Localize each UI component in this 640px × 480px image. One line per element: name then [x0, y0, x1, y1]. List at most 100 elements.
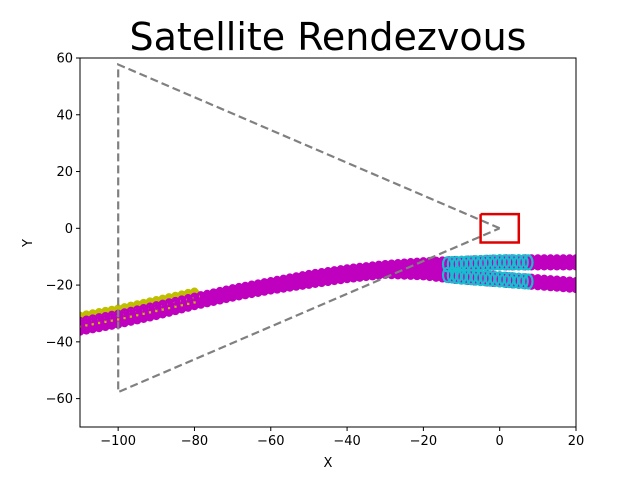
axis-ticks: −100 −80 −60 −40 −20 0 20 −60 −40 −20 0 20 40 60 [46, 52, 585, 450]
chaser-marker-1 [348, 263, 359, 280]
chaser-marker-1 [240, 281, 251, 298]
chaser-marker-1 [201, 289, 213, 306]
chaser-marker-cyan [461, 268, 472, 286]
chaser-marker-cyan [456, 255, 467, 272]
chaser-marker-cyan [465, 269, 477, 286]
chaser-marker-1 [335, 265, 347, 282]
x-tick-label: −80 [181, 434, 208, 449]
chaser-marker-cyan [503, 272, 515, 289]
chaser-marker-1 [341, 264, 353, 281]
chaser-marker-cyan [475, 269, 486, 287]
chaser-marker-cyan [503, 254, 515, 271]
chaser-marker-1 [297, 271, 308, 288]
y-tick-label: −40 [46, 335, 73, 350]
chaser-marker-cyan [456, 268, 467, 285]
chaser-marker-cyan [523, 254, 534, 271]
chaser-marker-1 [233, 282, 245, 300]
chaser-marker-1 [195, 291, 207, 308]
chaser-marker-1 [259, 278, 270, 295]
x-axis-label: X [324, 456, 333, 471]
x-tick-label: −20 [410, 434, 437, 449]
chaser-marker-1 [138, 303, 149, 321]
chaser-marker-1 [354, 262, 366, 279]
chaser-marker-cyan [484, 270, 496, 287]
x-tick-label: 20 [568, 434, 585, 449]
chaser-marker-cyan [451, 255, 463, 273]
chaser-marker-cyan [518, 254, 529, 271]
chaser-marker-1 [246, 280, 257, 297]
chaser-marker-cyan [494, 254, 505, 271]
chaser-marker-1 [309, 268, 321, 286]
chaser-marker-cyan [446, 256, 458, 273]
chaser-marker-2 [538, 274, 550, 291]
chaser-marker-1 [322, 267, 334, 284]
chaser-marker-1 [329, 266, 340, 283]
chaser-marker-1 [303, 269, 315, 287]
chaser-marker-1 [119, 308, 130, 325]
y-tick-label: 20 [56, 165, 73, 180]
chaser-marker-1 [564, 254, 575, 271]
chaser-marker-1 [189, 292, 200, 309]
chaser-marker-cyan [523, 273, 534, 290]
chaser-marker-1 [284, 273, 296, 290]
chaser-marker-1 [81, 315, 92, 332]
chaser-marker-1 [252, 279, 264, 296]
chaser-marker-1 [392, 259, 404, 276]
chaser-marker-1 [405, 258, 416, 275]
chaser-marker-1 [125, 306, 137, 323]
approach-cone [117, 62, 501, 394]
x-tick-label: 0 [496, 434, 504, 449]
chaser-marker-2 [564, 276, 575, 293]
chaser-marker-1 [278, 274, 289, 291]
chaser-marker-cyan [441, 266, 453, 284]
chaser-marker-1 [557, 254, 569, 271]
chart-title: Satellite Rendezvous [130, 15, 527, 59]
chaser-marker-1 [151, 301, 162, 318]
chaser-marker-1 [93, 313, 105, 330]
chaser-marker-cyan [470, 269, 482, 286]
chaser-marker-2 [430, 265, 442, 282]
chaser-marker-1 [220, 285, 232, 302]
chaser-marker-1 [316, 267, 327, 285]
y-tick-label: −20 [46, 279, 73, 294]
chaser-marker-1 [373, 260, 385, 277]
chaser-marker-cyan [499, 271, 510, 288]
chaser-marker-2 [532, 274, 544, 291]
chaser-marker-1 [144, 302, 156, 319]
chaser-marker-cyan [484, 254, 496, 271]
chaser-marker-1 [214, 286, 226, 304]
chaser-marker-cyan [480, 270, 491, 287]
chaser-marker-1 [157, 299, 168, 316]
chaser-marker-2 [551, 275, 563, 292]
y-tick-label: 40 [56, 108, 73, 123]
chaser-marker-1 [100, 311, 111, 329]
plot-frame [79, 57, 577, 428]
chaser-marker-1 [265, 276, 277, 294]
chaser-marker-1 [386, 259, 397, 276]
chaser-marker-1 [290, 272, 302, 289]
chaser-marker-1 [538, 254, 550, 271]
chaser-marker-1 [545, 254, 556, 271]
chaser-marker-cyan [513, 254, 525, 271]
chaser-marker-cyan [508, 272, 520, 289]
chaser-marker-1 [367, 261, 378, 278]
chaser-marker-1 [176, 295, 188, 312]
chaser-marker-cyan [441, 256, 453, 273]
chaser-marker-cyan [513, 272, 525, 289]
chaser-marker-2 [545, 275, 556, 292]
y-tick-label: 60 [56, 52, 73, 67]
chaser-marker-1 [532, 254, 544, 271]
chaser-marker-1 [182, 294, 194, 311]
chaser-marker-1 [163, 298, 175, 315]
x-tick-label: −40 [333, 434, 360, 449]
chaser-marker-1 [271, 275, 283, 292]
chaser-marker-cyan [494, 271, 505, 288]
x-tick-label: −60 [257, 434, 284, 449]
chaser-marker-1 [551, 254, 563, 271]
chaser-marker-1 [379, 259, 391, 277]
y-tick-label: 0 [65, 222, 73, 237]
y-tick-label: −60 [46, 392, 73, 407]
chaser-marker-cyan [446, 267, 458, 284]
chaser-marker-1 [106, 310, 118, 328]
